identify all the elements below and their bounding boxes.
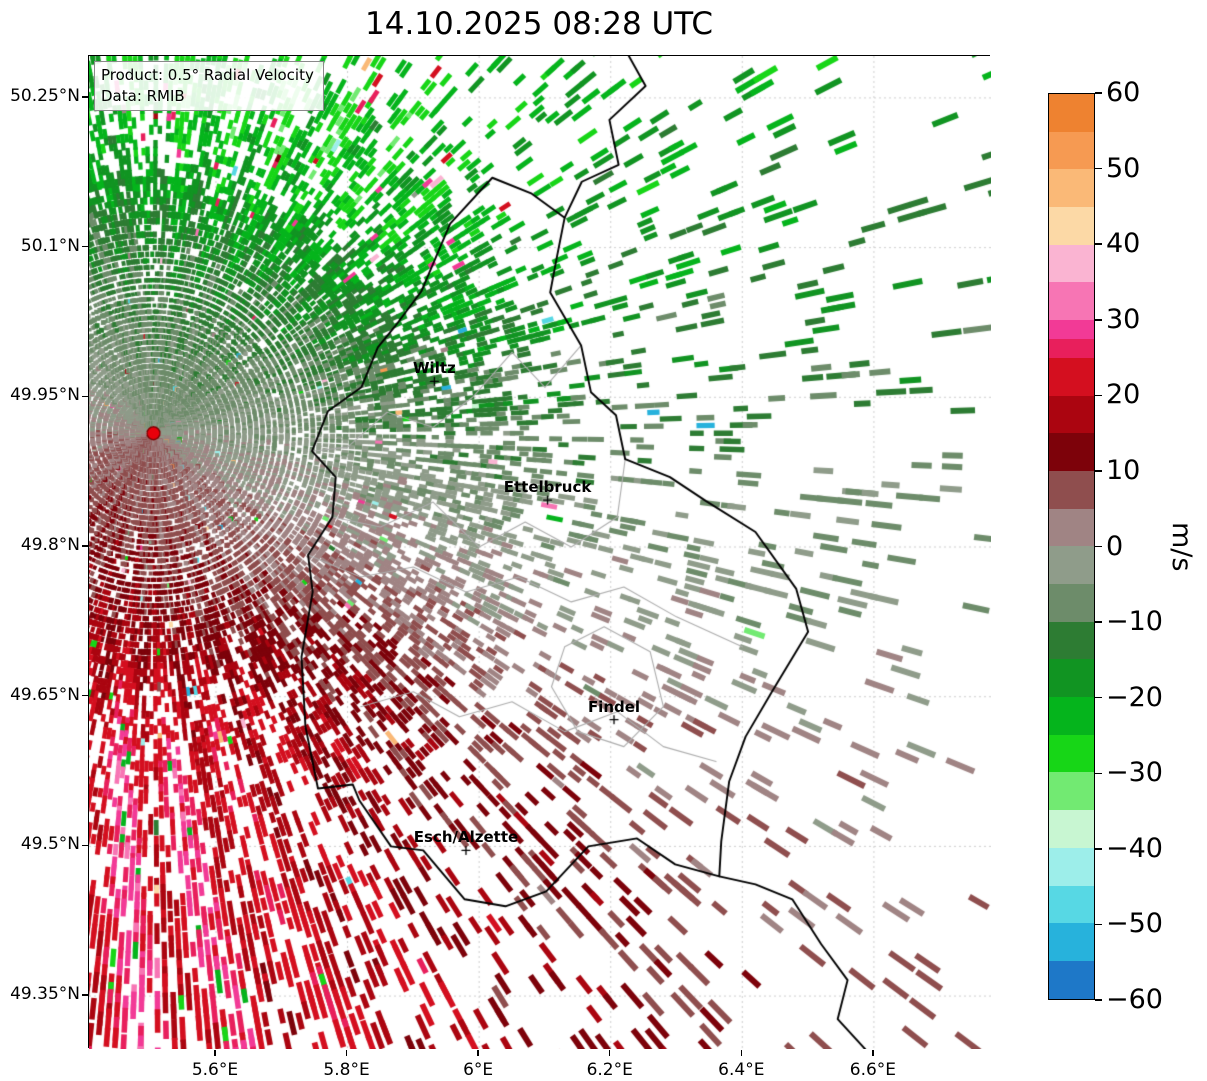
y-tick-label: 49.35°N xyxy=(10,984,80,1005)
x-tick-mark xyxy=(477,1049,479,1056)
colorbar-band xyxy=(1049,207,1094,246)
colorbar-band xyxy=(1049,810,1094,849)
colorbar-tick-label: −10 xyxy=(1106,606,1163,638)
colorbar-tick-label: 0 xyxy=(1106,530,1124,562)
y-tick-label: 49.5°N xyxy=(20,834,80,855)
colorbar-tick-label: 30 xyxy=(1106,303,1141,335)
colorbar-band xyxy=(1049,546,1094,585)
x-tick-label: 5.8°E xyxy=(323,1060,370,1080)
y-tick-mark xyxy=(82,844,88,847)
colorbar-tick-mark xyxy=(1095,848,1102,850)
colorbar-band xyxy=(1049,734,1094,774)
map-plot-area: Product: 0.5° Radial Velocity Data: RMIB… xyxy=(88,55,991,1049)
colorbar-tick-label: 10 xyxy=(1106,454,1141,486)
colorbar-band xyxy=(1049,320,1094,340)
colorbar-tick-mark xyxy=(1095,923,1102,926)
colorbar-tick-mark xyxy=(1095,696,1102,699)
colorbar-band xyxy=(1049,94,1094,133)
colorbar-tick-label: 40 xyxy=(1106,228,1141,260)
y-tick-mark xyxy=(82,994,88,996)
colorbar-tick-label: 50 xyxy=(1106,152,1141,184)
product-label: Product: 0.5° Radial Velocity xyxy=(101,66,314,84)
colorbar-band xyxy=(1049,621,1094,660)
y-tick-label: 50.25°N xyxy=(10,85,80,106)
x-tick-mark xyxy=(345,1049,348,1056)
figure-title: 14.10.2025 08:28 UTC xyxy=(365,6,713,42)
colorbar-tick-label: −40 xyxy=(1106,832,1163,864)
x-tick-label: 6.4°E xyxy=(718,1060,765,1080)
colorbar-unit-label: m/s xyxy=(1166,521,1197,572)
colorbar-band xyxy=(1049,772,1094,811)
colorbar-band xyxy=(1049,470,1094,510)
colorbar-tick-mark xyxy=(1095,470,1102,472)
x-tick-mark xyxy=(608,1049,611,1056)
colorbar-band xyxy=(1049,508,1094,547)
colorbar-band xyxy=(1049,244,1094,284)
x-tick-mark xyxy=(740,1049,743,1056)
colorbar-band xyxy=(1049,659,1094,698)
colorbar-tick-mark xyxy=(1095,545,1102,548)
colorbar-band xyxy=(1049,433,1094,472)
colorbar-band xyxy=(1049,960,1094,999)
colorbar-band xyxy=(1049,583,1094,623)
colorbar-band xyxy=(1049,923,1094,962)
colorbar-tick-label: −20 xyxy=(1106,681,1163,713)
colorbar-tick-mark xyxy=(1095,167,1102,170)
y-tick-mark xyxy=(82,395,88,398)
data-source-label: Data: RMIB xyxy=(101,86,185,105)
y-tick-label: 50.1°N xyxy=(20,235,80,256)
y-tick-mark xyxy=(82,96,88,98)
x-tick-mark xyxy=(872,1049,874,1056)
colorbar-band xyxy=(1049,395,1094,434)
colorbar-band xyxy=(1049,697,1094,736)
colorbar-tick-label: −50 xyxy=(1106,908,1163,940)
colorbar-tick-mark xyxy=(1095,243,1102,245)
y-tick-label: 49.65°N xyxy=(10,684,80,705)
product-info-box: Product: 0.5° Radial Velocity Data: RMIB xyxy=(94,61,324,112)
colorbar-tick-mark xyxy=(1095,319,1102,321)
y-tick-mark xyxy=(82,545,88,547)
colorbar xyxy=(1048,93,1095,1000)
colorbar-band xyxy=(1049,338,1094,359)
colorbar-tick-label: 20 xyxy=(1106,379,1141,411)
colorbar-tick-mark xyxy=(1095,621,1102,623)
y-tick-label: 49.95°N xyxy=(10,385,80,406)
colorbar-tick-label: −60 xyxy=(1106,984,1163,1015)
x-tick-label: 6.2°E xyxy=(586,1060,633,1080)
colorbar-band xyxy=(1049,357,1094,397)
x-tick-label: 6.6°E xyxy=(849,1060,897,1080)
colorbar-tick-mark xyxy=(1095,92,1102,94)
colorbar-band xyxy=(1049,131,1094,170)
colorbar-band xyxy=(1049,169,1094,208)
colorbar-tick-mark xyxy=(1095,999,1102,1001)
x-tick-label: 5.6°E xyxy=(191,1060,239,1080)
y-tick-label: 49.8°N xyxy=(20,535,80,555)
y-tick-mark xyxy=(82,245,88,248)
y-tick-mark xyxy=(82,694,88,697)
colorbar-band xyxy=(1049,885,1094,924)
colorbar-tick-label: 60 xyxy=(1106,77,1141,108)
radar-map-canvas xyxy=(89,56,991,1049)
colorbar-tick-mark xyxy=(1095,772,1102,774)
x-tick-label: 6°E xyxy=(463,1060,494,1080)
colorbar-tick-label: −30 xyxy=(1106,757,1163,789)
colorbar-band xyxy=(1049,847,1094,887)
x-tick-mark xyxy=(214,1049,216,1056)
colorbar-tick-mark xyxy=(1095,394,1102,397)
colorbar-band xyxy=(1049,282,1094,321)
